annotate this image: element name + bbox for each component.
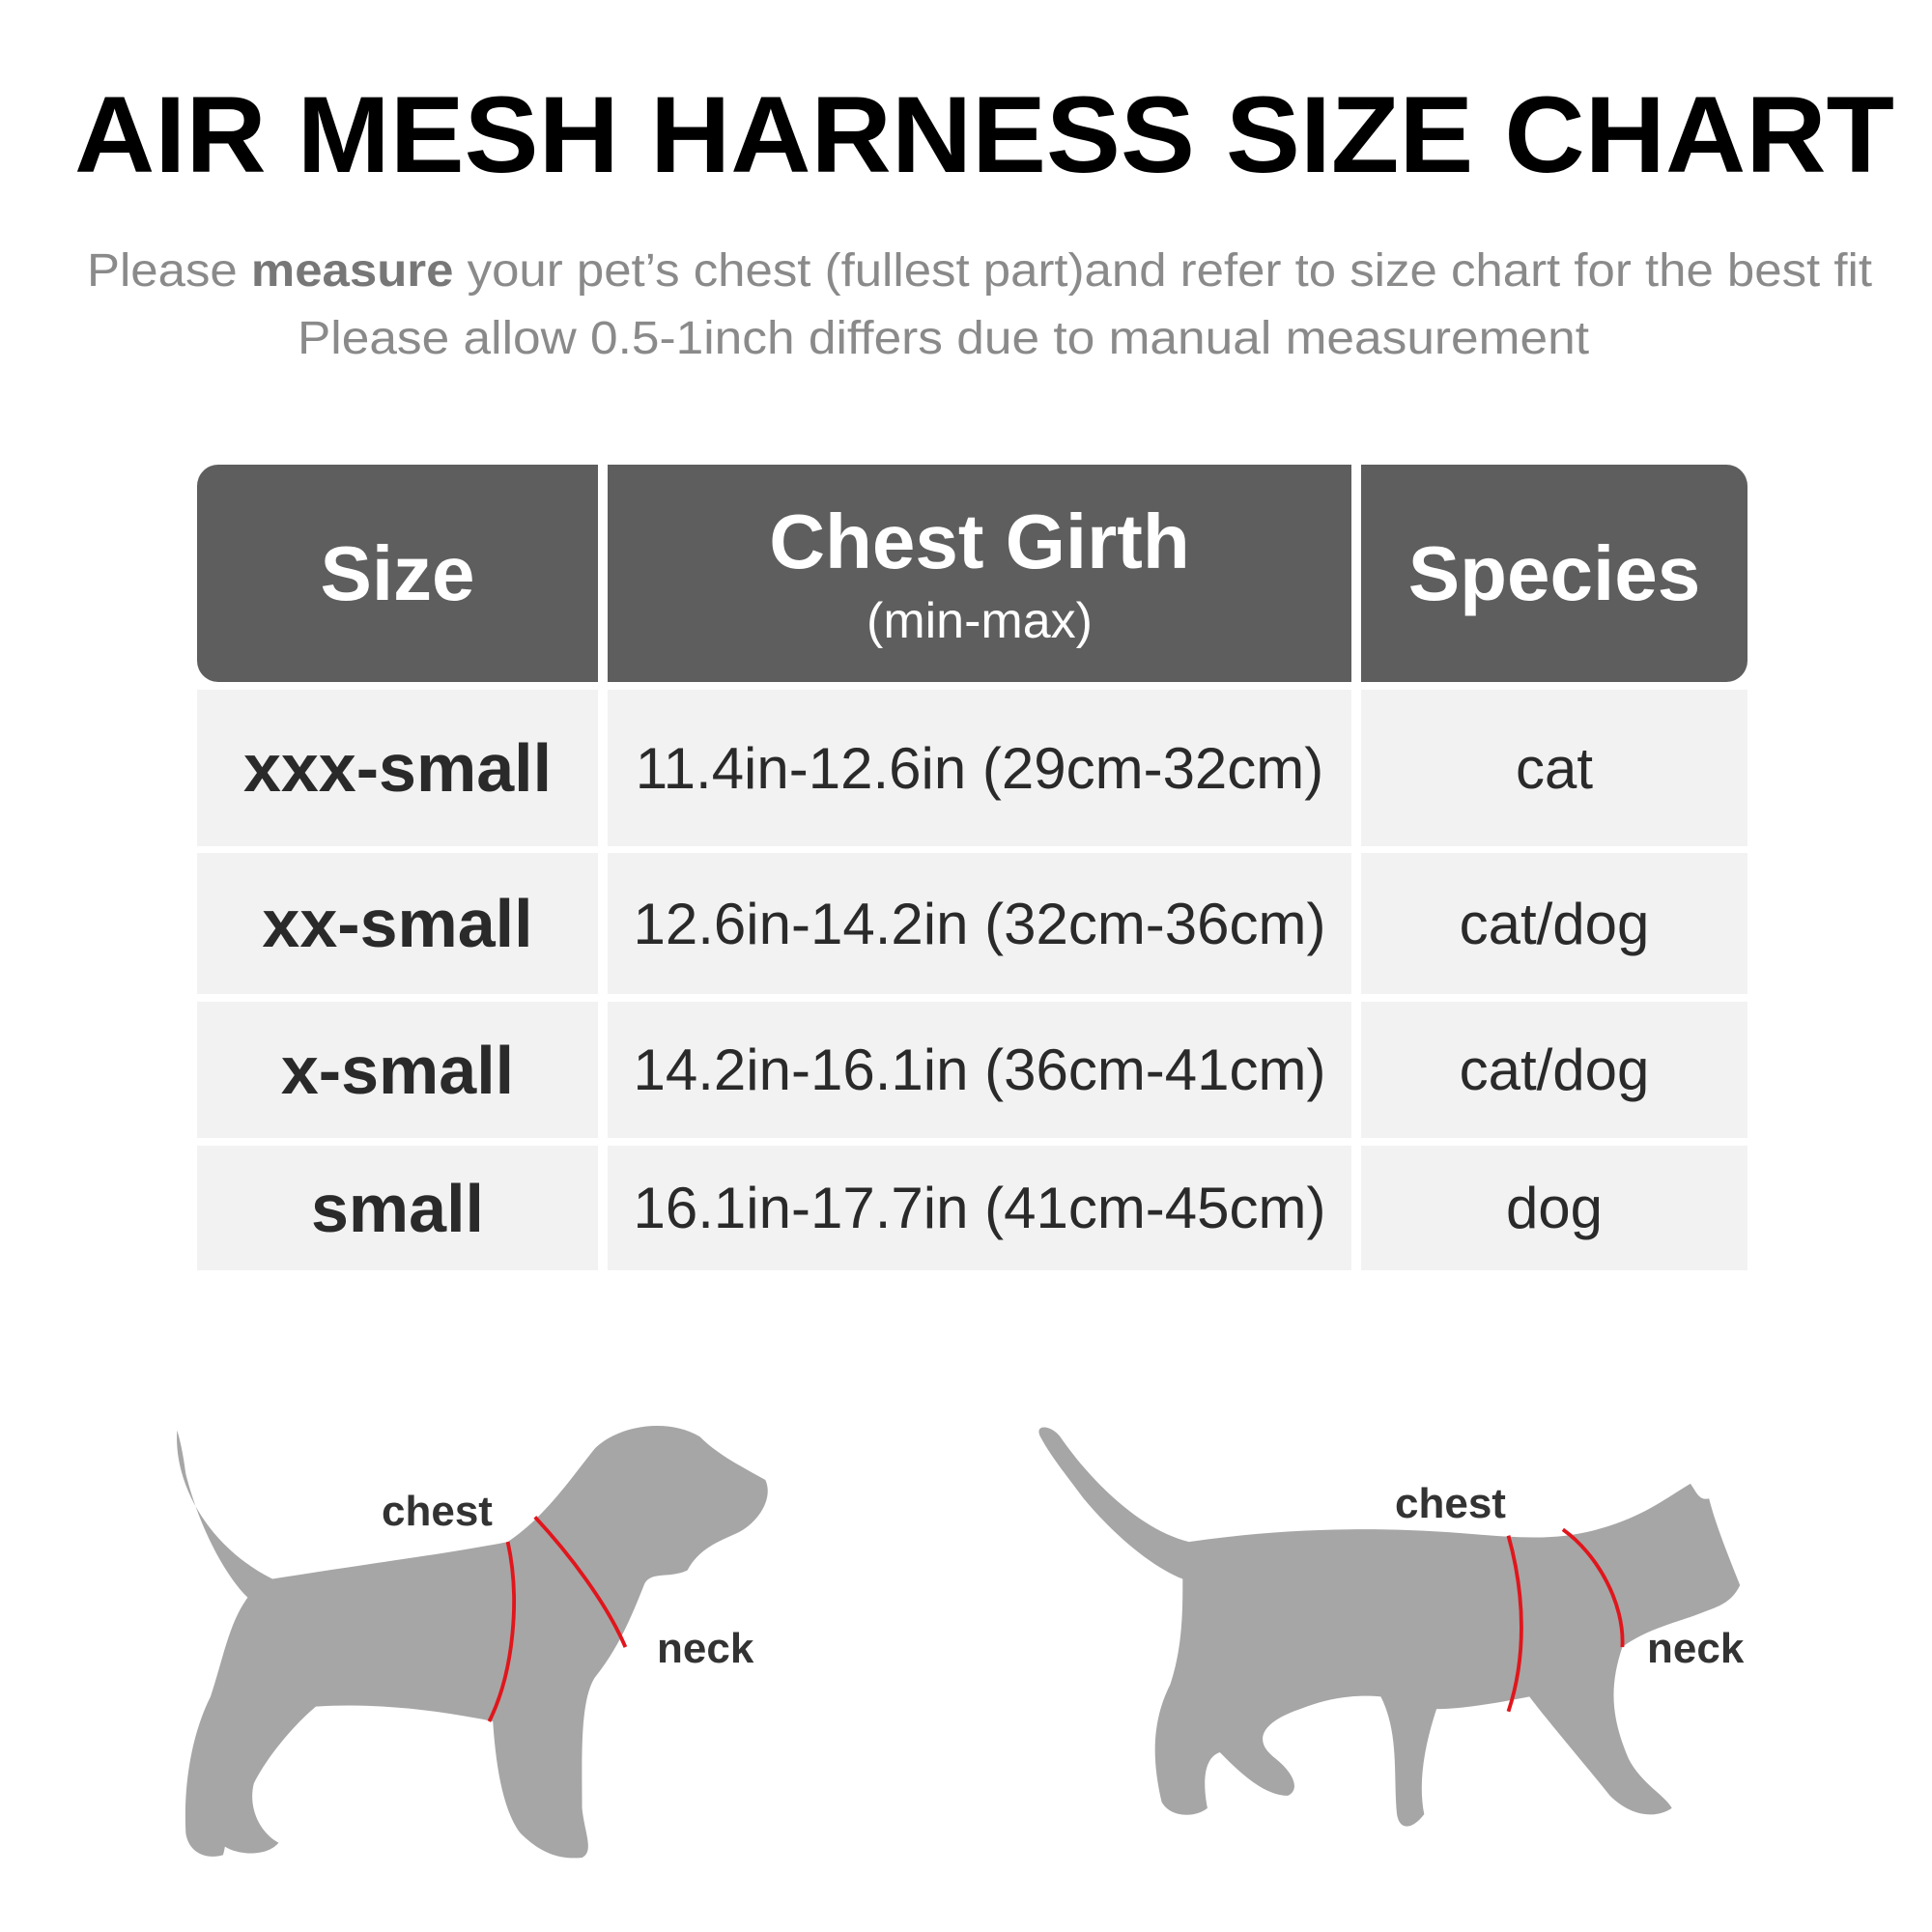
table-cell-size: x-small (197, 1002, 598, 1138)
page-title: AIR MESH HARNESS SIZE CHART (74, 74, 1894, 195)
header-chest-girth: Chest Girth (min-max) (608, 465, 1351, 682)
dog-neck-label: neck (657, 1625, 754, 1672)
cat-chest-label: chest (1395, 1480, 1506, 1527)
cat-neck-label: neck (1647, 1625, 1745, 1672)
header-label: Chest Girth (769, 497, 1190, 584)
table-cell-girth: 11.4in-12.6in (29cm-32cm) (608, 690, 1351, 846)
table-cell-species: cat/dog (1361, 1002, 1747, 1138)
heading-area: AIR MESH HARNESS SIZE CHART Please measu… (74, 74, 1894, 364)
species-value: cat (1515, 735, 1594, 801)
size-value: small (311, 1170, 484, 1246)
subtitle-line-2: Please allow 0.5-1inch differs due to ma… (298, 313, 1589, 364)
size-value: xxx-small (242, 730, 553, 806)
species-value: dog (1505, 1176, 1604, 1240)
table-cell-girth: 14.2in-16.1in (36cm-41cm) (608, 1002, 1351, 1138)
size-value: x-small (280, 1032, 515, 1108)
girth-value: 14.2in-16.1in (36cm-41cm) (633, 1037, 1326, 1102)
dog-chest-label: chest (382, 1488, 493, 1535)
header-size: Size (197, 465, 598, 682)
girth-value: 16.1in-17.7in (41cm-45cm) (633, 1176, 1326, 1240)
species-value: cat/dog (1459, 1037, 1650, 1102)
table-cell-girth: 12.6in-14.2in (32cm-36cm) (608, 853, 1351, 994)
table-cell-size: small (197, 1146, 598, 1270)
subtitle-line-1: Please measure your pet’s chest (fullest… (87, 245, 1872, 297)
header-label: Size (320, 529, 475, 616)
cat-silhouette (1038, 1427, 1741, 1827)
girth-value: 12.6in-14.2in (32cm-36cm) (633, 891, 1326, 956)
table-cell-size: xxx-small (197, 690, 598, 846)
header-sublabel: (min-max) (867, 592, 1093, 649)
girth-value: 11.4in-12.6in (29cm-32cm) (635, 735, 1324, 801)
table-cell-species: cat (1361, 690, 1747, 846)
species-value: cat/dog (1459, 891, 1650, 956)
size-value: xx-small (262, 886, 533, 961)
header-species: Species (1361, 465, 1747, 682)
table-cell-size: xx-small (197, 853, 598, 994)
header-label: Species (1407, 529, 1701, 616)
table-cell-species: dog (1361, 1146, 1747, 1270)
table-cell-species: cat/dog (1361, 853, 1747, 994)
table-cell-girth: 16.1in-17.7in (41cm-45cm) (608, 1146, 1351, 1270)
